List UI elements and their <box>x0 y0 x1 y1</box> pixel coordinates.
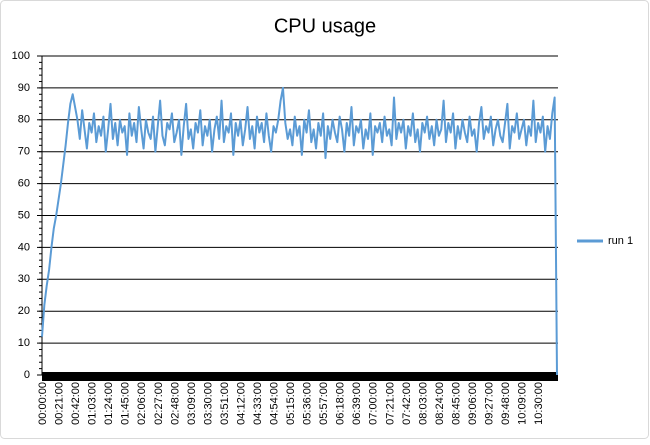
x-tick-label: 10:30:00 <box>533 382 545 425</box>
y-tick-label: 10 <box>18 337 30 349</box>
x-tick-label: 08:45:00 <box>450 382 462 425</box>
x-tick-label: 02:27:00 <box>153 382 165 425</box>
x-tick-label: 04:33:00 <box>252 382 264 425</box>
x-tick-label: 01:45:00 <box>120 382 132 425</box>
x-tick-label: 05:36:00 <box>302 382 314 425</box>
x-tick-label: 06:39:00 <box>351 382 363 425</box>
y-tick-label: 100 <box>12 50 30 62</box>
y-tick-label: 60 <box>18 178 30 190</box>
x-tick-label: 01:24:00 <box>103 382 115 425</box>
x-tick-label: 07:21:00 <box>384 382 396 425</box>
x-tick-label: 04:12:00 <box>235 382 247 425</box>
x-tick-label: 09:06:00 <box>467 382 479 425</box>
y-tick-label: 20 <box>18 305 30 317</box>
x-tick-label: 05:15:00 <box>285 382 297 425</box>
y-tick-label: 80 <box>18 114 30 126</box>
x-tick-label: 00:42:00 <box>70 382 82 425</box>
x-tick-label: 10:09:00 <box>517 382 529 425</box>
y-tick-label: 50 <box>18 209 30 221</box>
x-tick-label: 00:00:00 <box>37 382 49 425</box>
x-tick-label: 08:24:00 <box>434 382 446 425</box>
x-tick-label: 03:09:00 <box>186 382 198 425</box>
x-tick-label: 04:54:00 <box>269 382 281 425</box>
x-tick-label: 03:30:00 <box>202 382 214 425</box>
x-tick-label: 01:03:00 <box>87 382 99 425</box>
x-tick-label: 07:42:00 <box>401 382 413 425</box>
chart-title: CPU usage <box>274 15 376 37</box>
x-tick-label: 09:27:00 <box>483 382 495 425</box>
x-tick-label: 06:18:00 <box>335 382 347 425</box>
x-tick-label: 09:48:00 <box>500 382 512 425</box>
x-tick-label: 00:21:00 <box>54 382 66 425</box>
y-tick-label: 30 <box>18 273 30 285</box>
y-tick-label: 0 <box>24 369 30 381</box>
y-tick-label: 40 <box>18 241 30 253</box>
x-tick-label: 07:00:00 <box>368 382 380 425</box>
x-tick-label: 08:03:00 <box>417 382 429 425</box>
y-tick-label: 90 <box>18 82 30 94</box>
data-line <box>41 86 558 376</box>
x-tick-label: 02:48:00 <box>169 382 181 425</box>
x-tick-label: 03:51:00 <box>219 382 231 425</box>
x-axis-ticks <box>42 372 558 381</box>
legend-label: run 1 <box>608 235 633 247</box>
y-tick-label: 70 <box>18 146 30 158</box>
x-tick-label: 02:06:00 <box>136 382 148 425</box>
x-tick-label: 05:57:00 <box>318 382 330 425</box>
